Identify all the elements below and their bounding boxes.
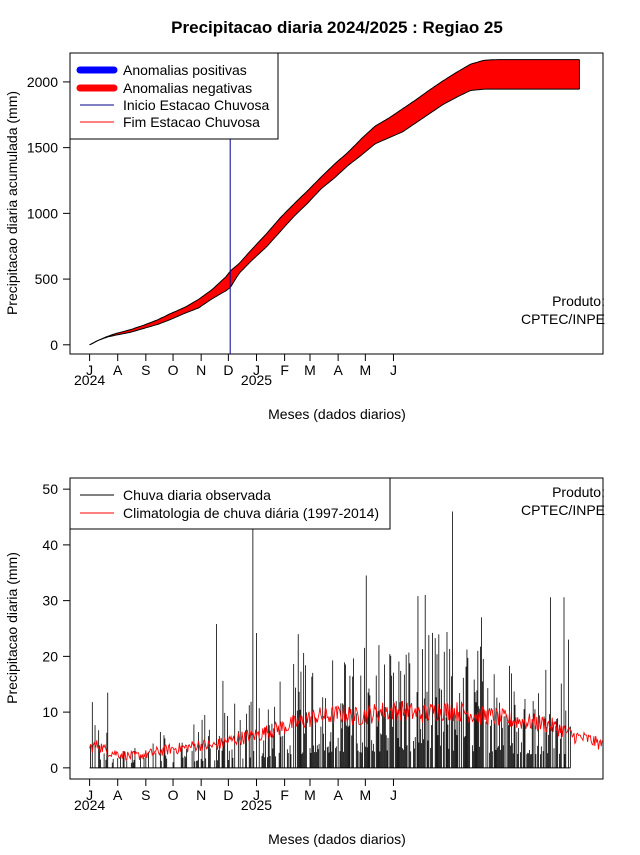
bottom-y-axis: 0 10 20 30 40 50 (42, 481, 70, 776)
legend-label-season-start: Inicio Estacao Chuvosa (123, 97, 270, 113)
x-tick-label: J (86, 787, 93, 803)
top-y-axis: 0 500 1000 1500 2000 (27, 74, 70, 353)
x-tick-label: N (196, 362, 206, 378)
y-tick-label: 50 (42, 481, 58, 497)
y-tick-label: 1500 (27, 140, 58, 156)
y-tick-label: 500 (35, 271, 59, 287)
bottom-x-axis-label: Meses (dados diarios) (268, 831, 406, 847)
y-tick-label: 0 (50, 337, 58, 353)
bottom-y-axis-label: Precipitacao diaria (mm) (4, 552, 20, 704)
x-tick-label: M (304, 362, 316, 378)
legend-label-negative: Anomalias negativas (123, 80, 252, 96)
x-tick-label: F (280, 362, 289, 378)
x-tick-label: D (223, 362, 233, 378)
top-y-axis-label: Precipitacao diaria acumulada (mm) (4, 91, 20, 315)
top-x-axis-label: Meses (dados diarios) (268, 406, 406, 422)
x-tick-label: J (253, 787, 260, 803)
x-tick-label: S (141, 787, 150, 803)
y-tick-label: 0 (50, 760, 58, 776)
x-tick-label: O (168, 362, 179, 378)
bottom-credit-line2: CPTEC/INPE (521, 502, 605, 518)
x-tick-label: D (223, 787, 233, 803)
climatology-line (89, 700, 603, 761)
climatology-layer (89, 700, 603, 761)
x-tick-label: A (113, 787, 123, 803)
x-tick-label: M (360, 787, 372, 803)
bottom-credit-line1: Produto: (552, 484, 605, 500)
y-tick-label: 1000 (27, 205, 58, 221)
x-tick-label: N (196, 787, 206, 803)
legend-label-positive: Anomalias positivas (123, 62, 247, 78)
x-tick-label: M (360, 362, 372, 378)
x-tick-label: A (113, 362, 123, 378)
observed-bars (89, 511, 571, 769)
x-tick-label: M (304, 787, 316, 803)
x-tick-label: J (86, 362, 93, 378)
bottom-legend-box (69, 477, 391, 530)
top-legend: Anomalias positivas Anomalias negativas … (69, 52, 279, 140)
x-tick-label: A (333, 362, 343, 378)
x-tick-label: F (280, 787, 289, 803)
year-label: 2025 (241, 372, 272, 388)
x-tick-label: J (253, 362, 260, 378)
page-title: Precipitacao diaria 2024/2025 : Regiao 2… (171, 18, 503, 37)
negative-anomaly-area (89, 59, 580, 345)
legend-label-observed: Chuva diaria observada (123, 487, 271, 503)
year-label: 2024 (74, 372, 105, 388)
x-tick-label: J (390, 362, 397, 378)
legend-label-climatology: Climatologia de chuva diária (1997-2014) (123, 505, 379, 521)
bottom-legend: Chuva diaria observada Climatologia de c… (69, 477, 391, 530)
top-credit-line2: CPTEC/INPE (521, 311, 605, 327)
year-label: 2024 (74, 797, 105, 813)
y-tick-label: 20 (42, 648, 58, 664)
y-tick-label: 2000 (27, 74, 58, 90)
legend-label-season-end: Fim Estacao Chuvosa (123, 114, 260, 130)
climatology-cumulative-line (89, 59, 580, 346)
y-tick-label: 30 (42, 593, 58, 609)
top-plot-frame (69, 52, 604, 355)
x-tick-label: S (141, 362, 150, 378)
observed-cumulative-line (89, 88, 580, 346)
top-credit-line1: Produto: (552, 293, 605, 309)
x-tick-label: O (168, 787, 179, 803)
x-tick-label: A (333, 787, 343, 803)
y-tick-label: 10 (42, 704, 58, 720)
x-tick-label: J (390, 787, 397, 803)
year-label: 2025 (241, 797, 272, 813)
y-tick-label: 40 (42, 537, 58, 553)
